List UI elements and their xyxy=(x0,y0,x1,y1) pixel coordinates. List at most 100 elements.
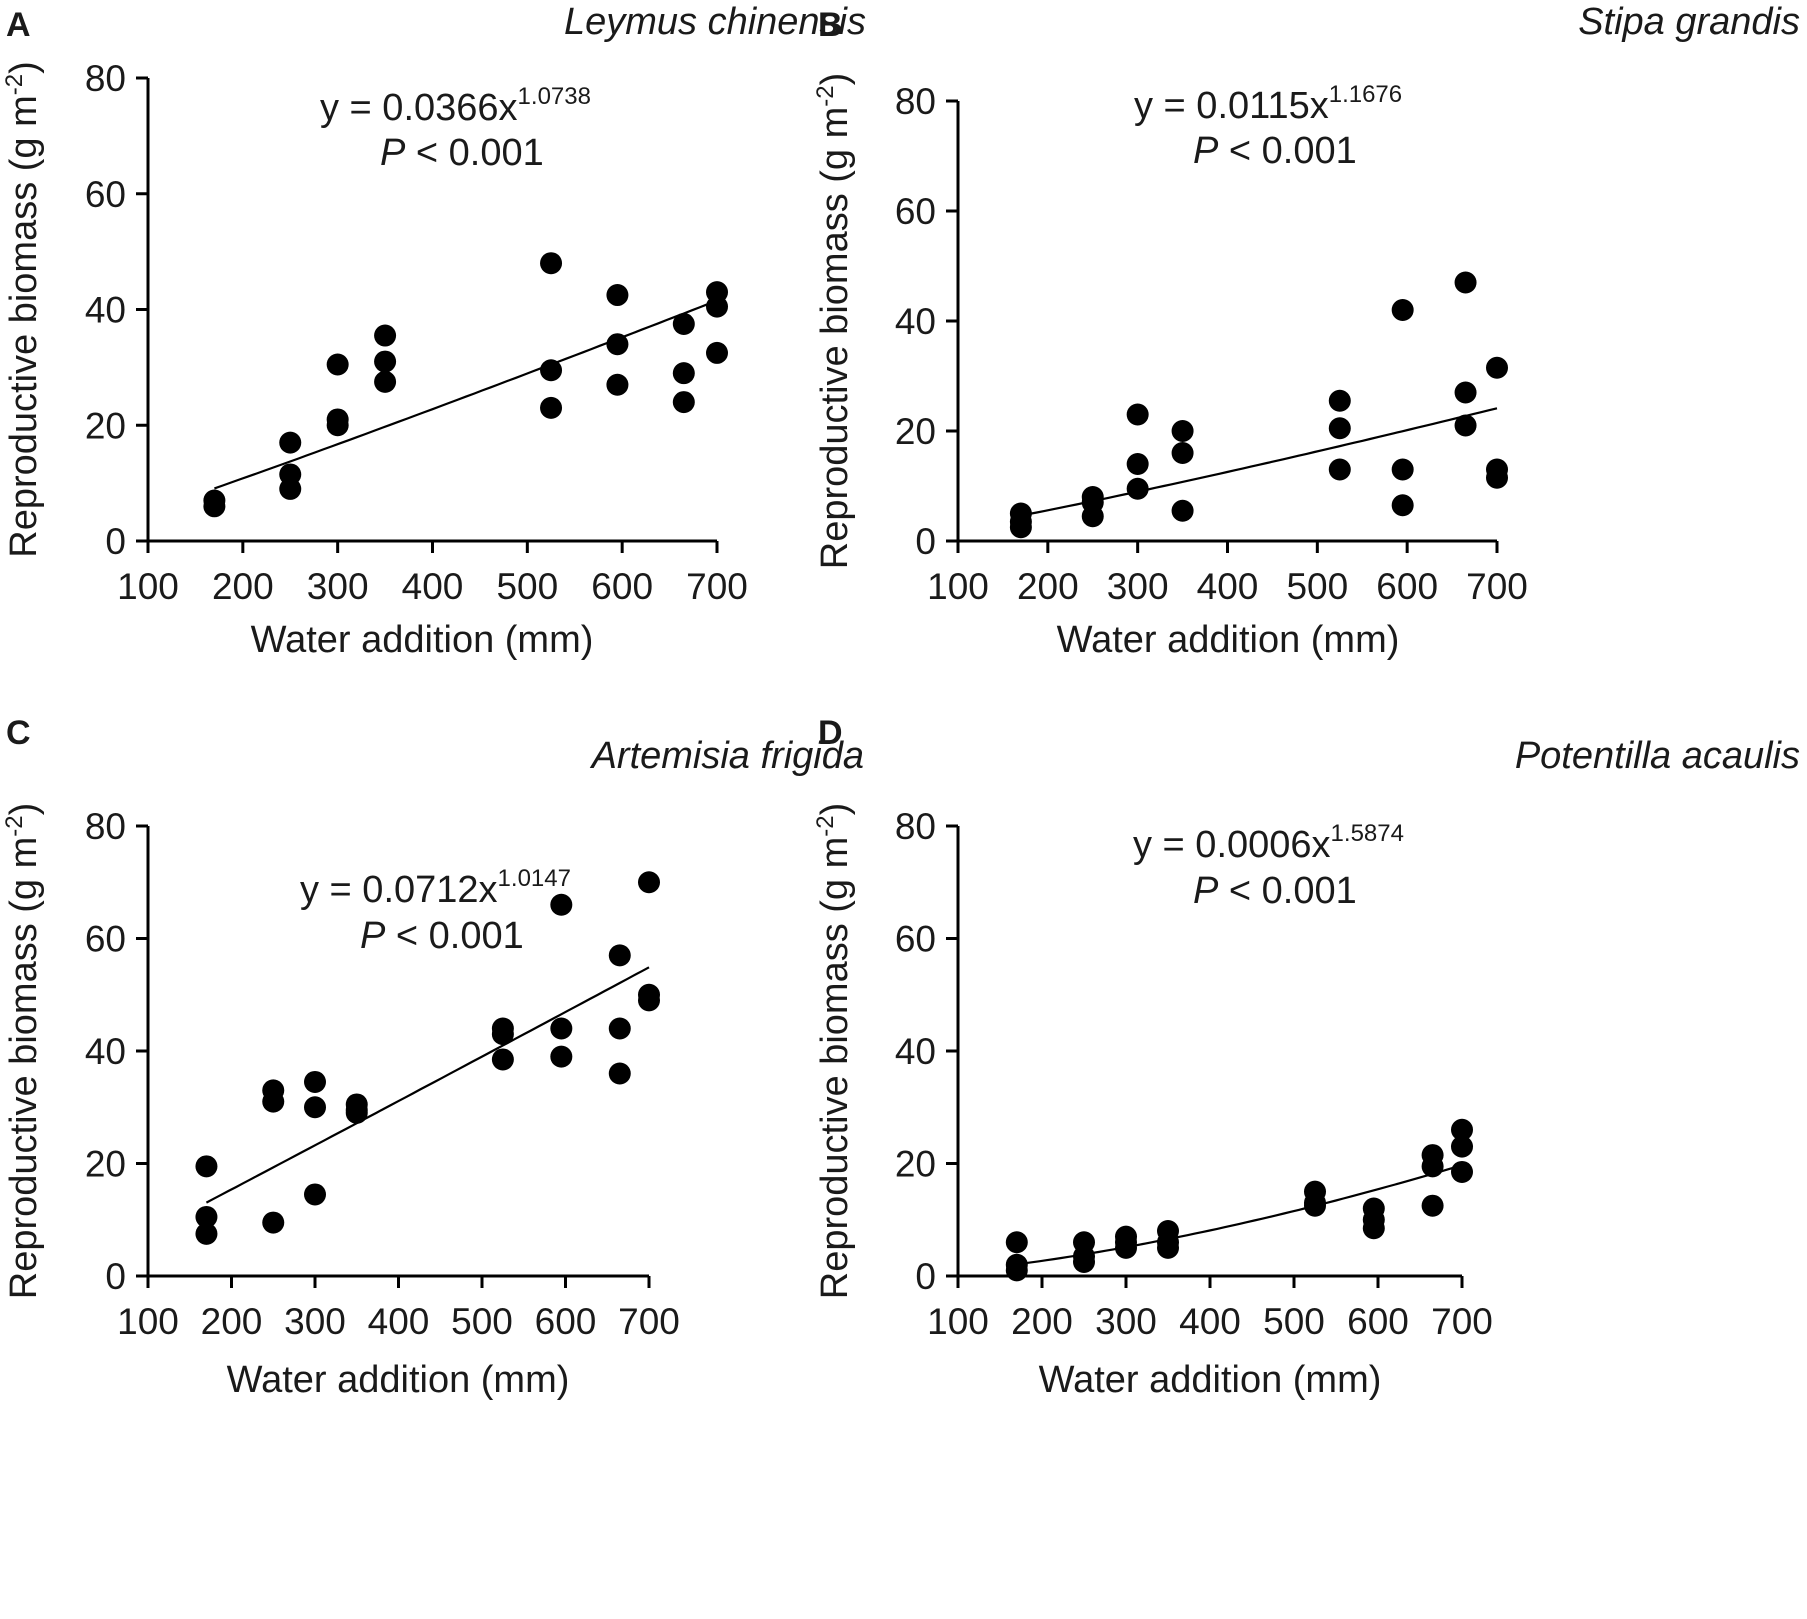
p-symbol: P xyxy=(1193,870,1219,912)
y-axis-title: Reproductive biomass (g m-2) xyxy=(1,803,45,1300)
y-axis-title: Reproductive biomass (g m-2) xyxy=(812,803,856,1300)
p-value: P < 0.001 xyxy=(1193,130,1357,172)
data-point xyxy=(606,284,629,307)
species-title: Potentilla acaulis xyxy=(1515,735,1800,777)
y-tick-label: 60 xyxy=(85,174,126,215)
data-point xyxy=(326,414,349,437)
p-threshold: < 0.001 xyxy=(405,132,543,174)
y-axis-title-main: Reproductive biomass (g m xyxy=(3,837,45,1300)
x-tick-label: 500 xyxy=(496,566,558,607)
p-value: P < 0.001 xyxy=(380,132,544,174)
x-tick-label: 600 xyxy=(591,566,653,607)
data-point xyxy=(374,370,397,393)
y-tick-label: 80 xyxy=(895,81,936,122)
x-tick-label: 600 xyxy=(535,1301,597,1342)
data-point xyxy=(1304,1194,1326,1217)
y-axis-title-superscript: -2 xyxy=(812,85,839,106)
x-tick-label: 400 xyxy=(1179,1301,1241,1342)
data-point xyxy=(706,341,728,364)
data-point xyxy=(550,1017,573,1040)
data-point xyxy=(1328,417,1351,440)
data-point xyxy=(279,431,302,454)
x-tick-label: 300 xyxy=(1095,1301,1157,1342)
p-threshold: < 0.001 xyxy=(1218,130,1356,172)
fit-line xyxy=(205,966,650,1204)
data-point xyxy=(1486,466,1508,489)
x-tick-label: 400 xyxy=(402,566,464,607)
data-point xyxy=(540,252,563,275)
data-point xyxy=(608,1017,631,1040)
data-point xyxy=(1005,1259,1028,1282)
y-axis-title-main: Reproductive biomass (g m xyxy=(814,107,856,570)
x-tick-label: 200 xyxy=(1017,566,1079,607)
x-tick-label: 300 xyxy=(1107,566,1169,607)
data-point xyxy=(1171,420,1194,442)
panel-a: A Leymus chinensis 0 20 40 60 80 100 200 300 400 50… xyxy=(1,1,866,661)
data-point xyxy=(195,1205,218,1228)
data-point xyxy=(1391,494,1414,517)
y-tick-label: 40 xyxy=(895,1031,936,1072)
panel-b: B Stipa grandis 0 20 40 60 80 100 200 300 400 500 60… xyxy=(812,1,1800,661)
x-tick-label: 300 xyxy=(284,1301,346,1342)
y-tick-label: 40 xyxy=(85,290,126,331)
y-tick-label: 0 xyxy=(915,1256,936,1297)
y-tick-label: 60 xyxy=(85,919,126,960)
x-tick-label: 100 xyxy=(927,1301,989,1342)
y-tick-label: 20 xyxy=(85,1144,126,1185)
equation-exponent: 1.1676 xyxy=(1329,81,1402,108)
species-title: Leymus chinensis xyxy=(564,1,866,43)
data-point xyxy=(1081,505,1104,528)
data-point xyxy=(491,1023,514,1046)
y-axis-title-close: ) xyxy=(814,803,856,816)
data-point xyxy=(1171,499,1194,522)
data-point xyxy=(1451,1135,1473,1158)
data-point xyxy=(1115,1236,1137,1259)
data-point xyxy=(262,1211,285,1234)
y-tick-label: 60 xyxy=(895,191,936,232)
equation-main: y = 0.0115x xyxy=(1134,85,1329,127)
regression-equation: y = 0.0712x1.0147 xyxy=(300,865,571,911)
data-point xyxy=(1391,299,1414,321)
data-point xyxy=(1421,1155,1444,1178)
panel-letter: B xyxy=(818,6,843,44)
p-value: P < 0.001 xyxy=(360,915,524,957)
data-point xyxy=(550,893,573,916)
y-tick-label: 0 xyxy=(915,521,936,562)
data-point xyxy=(374,350,397,373)
fit-line xyxy=(214,299,718,490)
regression-equation: y = 0.0115x1.1676 xyxy=(1134,81,1402,127)
data-point xyxy=(1421,1194,1444,1217)
x-tick-label: 200 xyxy=(1011,1301,1073,1342)
data-point xyxy=(1126,477,1149,500)
data-point xyxy=(304,1096,326,1119)
data-point xyxy=(304,1183,326,1206)
data-point xyxy=(262,1090,285,1113)
y-axis-title: Reproductive biomass (g m-2) xyxy=(812,73,856,570)
data-point xyxy=(374,324,397,347)
y-axis-title-superscript: -2 xyxy=(812,815,839,836)
equation-exponent: 1.5874 xyxy=(1331,820,1404,847)
x-tick-label: 400 xyxy=(368,1301,430,1342)
data-point xyxy=(1451,1118,1473,1141)
data-point xyxy=(672,362,695,385)
data-point xyxy=(540,396,563,419)
data-point xyxy=(203,495,226,518)
x-tick-label: 400 xyxy=(1197,566,1259,607)
p-symbol: P xyxy=(360,915,386,957)
x-axis-title: Water addition (mm) xyxy=(251,619,594,661)
x-axis-title: Water addition (mm) xyxy=(1057,619,1400,661)
x-tick-label: 100 xyxy=(117,566,179,607)
x-tick-label: 500 xyxy=(451,1301,513,1342)
y-tick-label: 20 xyxy=(895,411,936,452)
data-point xyxy=(672,312,695,335)
equation-main: y = 0.0712x xyxy=(300,869,498,911)
data-point xyxy=(326,353,349,376)
x-axis-title: Water addition (mm) xyxy=(227,1359,570,1401)
data-point xyxy=(1328,458,1351,481)
y-tick-label: 80 xyxy=(85,806,126,847)
x-tick-label: 500 xyxy=(1286,566,1348,607)
x-tick-label: 100 xyxy=(117,1301,179,1342)
y-tick-label: 80 xyxy=(85,58,126,99)
data-point xyxy=(638,989,660,1012)
data-point xyxy=(606,333,629,356)
